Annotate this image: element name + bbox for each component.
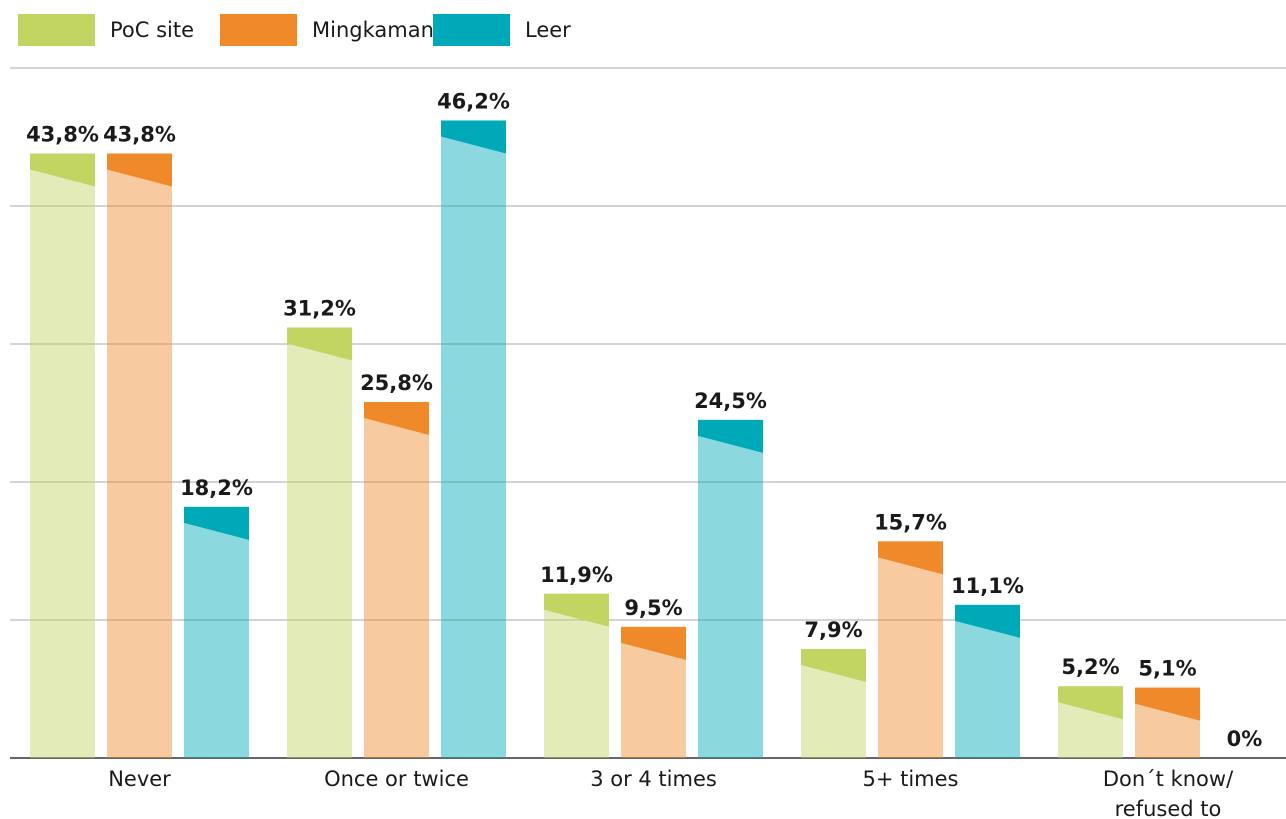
x-tick-label: 5+ times — [862, 767, 959, 791]
bar — [698, 419, 763, 758]
bar-cap — [955, 604, 1020, 638]
value-label: 5,1% — [1138, 657, 1196, 681]
legend-swatch — [18, 14, 95, 46]
value-label: 11,9% — [540, 563, 613, 587]
bar — [364, 401, 429, 758]
value-label: 31,2% — [283, 296, 356, 320]
value-label: 11,1% — [951, 574, 1024, 598]
bar-cap — [698, 419, 763, 453]
x-tick-label: Once or twice — [324, 767, 469, 791]
value-label: 7,9% — [804, 618, 862, 642]
bar — [184, 506, 249, 758]
bar-cap — [184, 506, 249, 540]
value-label: 15,7% — [874, 510, 947, 534]
bar — [107, 153, 172, 758]
bar — [287, 327, 352, 758]
bar-cap — [287, 327, 352, 361]
value-label: 24,5% — [694, 389, 767, 413]
legend-label: Leer — [525, 18, 571, 42]
bar-cap — [621, 626, 686, 660]
bar-cap — [801, 648, 866, 682]
value-label: 43,8% — [103, 123, 176, 147]
x-tick-label: Never — [108, 767, 171, 791]
value-label: 25,8% — [360, 371, 433, 395]
bar-cap — [1058, 686, 1123, 720]
value-label: 43,8% — [26, 123, 99, 147]
legend-label: Mingkaman — [312, 18, 434, 42]
value-label: 5,2% — [1061, 655, 1119, 679]
value-label: 0% — [1227, 727, 1263, 751]
bar-cap — [30, 153, 95, 187]
value-label: 46,2% — [437, 89, 510, 113]
bar-cap — [364, 401, 429, 435]
x-tick-label: Don´t know/ refused to answer — [1102, 767, 1234, 819]
legend-swatch — [433, 14, 510, 46]
bar-cap — [1135, 687, 1200, 721]
value-label: 9,5% — [624, 596, 682, 620]
bar-cap — [544, 593, 609, 627]
bar — [30, 153, 95, 758]
bar — [878, 541, 943, 758]
bar — [441, 120, 506, 758]
bar-cap — [441, 120, 506, 154]
bar-cap — [107, 153, 172, 187]
legend-label: PoC site — [110, 18, 194, 42]
value-label: 18,2% — [180, 476, 253, 500]
x-tick-label: 3 or 4 times — [590, 767, 717, 791]
bar-cap — [878, 541, 943, 575]
legend-swatch — [220, 14, 297, 46]
